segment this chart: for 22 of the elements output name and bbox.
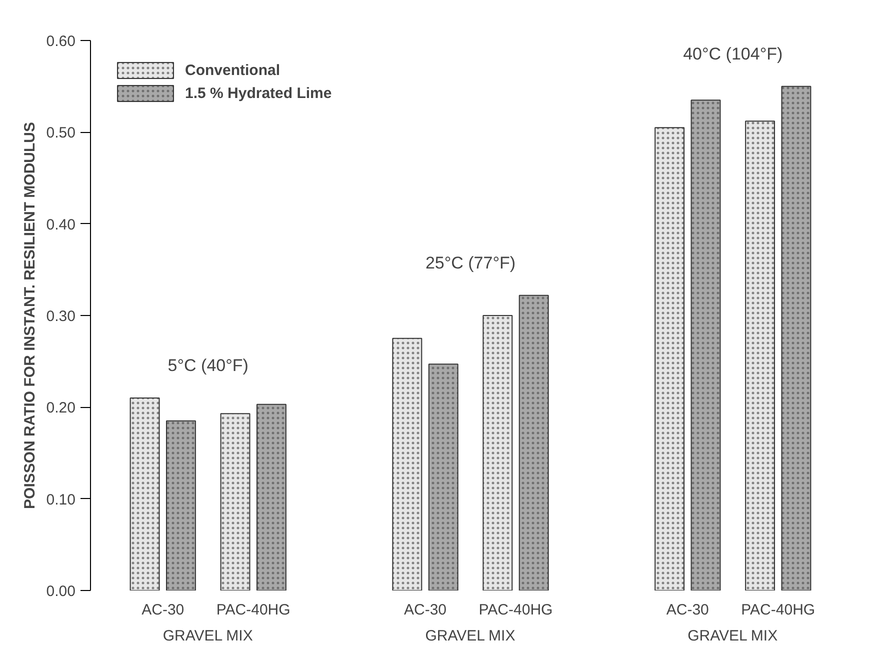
x-tick-label: PAC-40HG [216,602,290,618]
text: GRAVEL MIX [425,628,516,644]
x-tick-label: AC-30 [142,602,184,618]
y-tick-label: 0.20 [46,400,76,417]
y-tick-label: 0.30 [46,308,76,325]
y-tick-label: 0.60 [46,33,76,50]
annotation: 40°C (104°F) [683,44,783,64]
x-tick-label: PAC-40HG [741,602,816,618]
y-tick-label: 0.50 [46,124,76,142]
x-tick-label: AC-30 [666,602,709,618]
annotation: 25°C (77°F) [425,253,516,272]
text: GRAVEL MIX [162,628,253,644]
legend-label: Conventional [185,62,280,78]
text: GRAVEL MIX [688,628,778,644]
y-tick-label: 0.00 [46,583,76,600]
y-tick-label: 0.10 [46,491,76,508]
y-tick-label: 0.40 [46,216,76,234]
annotation: 5°C (40°F) [168,356,248,376]
y-axis-title: POISSON RATIO FOR INSTANT. RESILIENT MODULUS [21,122,38,509]
legend-label: 1.5 % Hydrated Lime [185,84,332,102]
x-tick-label: AC-30 [404,602,447,618]
x-tick-label: PAC-40HG [478,602,553,618]
